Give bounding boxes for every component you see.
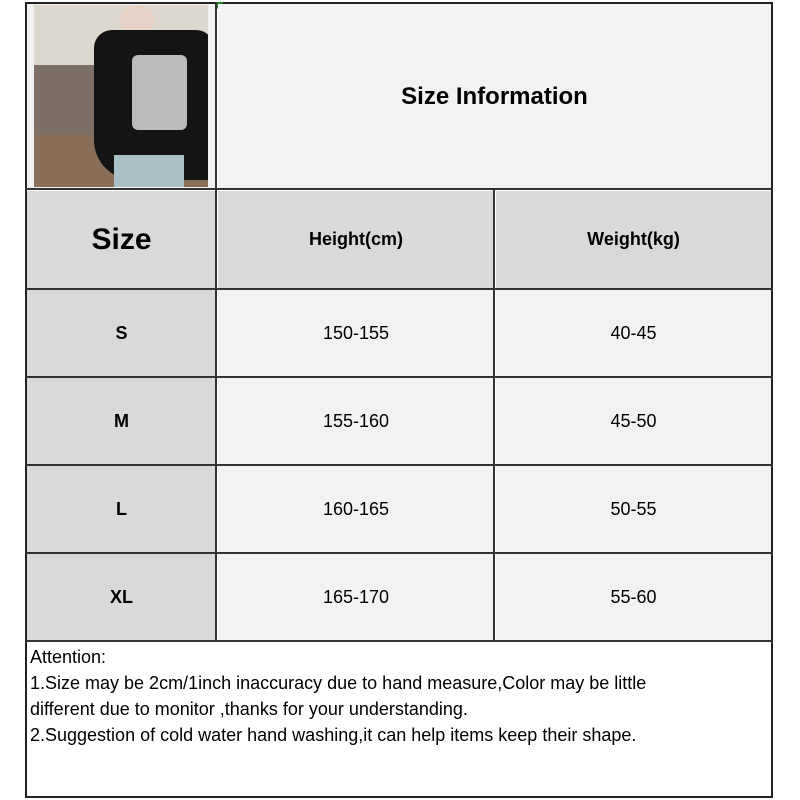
note-1: 1.Size may be 2cm/1inch inaccuracy due t… — [30, 673, 647, 693]
size-cell: M — [27, 378, 216, 464]
divider — [215, 2, 217, 641]
weight-cell: 45-50 — [496, 378, 771, 464]
weight-cell: 40-45 — [496, 290, 771, 376]
attention-notes: Attention: 1.Size may be 2cm/1inch inacc… — [30, 644, 646, 748]
weight-cell: 55-60 — [496, 554, 771, 640]
chart-title: Size Information — [218, 4, 771, 189]
divider — [25, 640, 773, 642]
height-cell: 165-170 — [218, 554, 494, 640]
header-height: Height(cm) — [218, 191, 494, 288]
header-weight: Weight(kg) — [496, 191, 771, 288]
notes-heading: Attention: — [30, 647, 107, 667]
size-cell: S — [27, 290, 216, 376]
note-2: 2.Suggestion of cold water hand washing,… — [30, 725, 637, 745]
divider — [25, 464, 773, 466]
product-photo — [34, 5, 208, 187]
note-1-continued: different due to monitor ,thanks for you… — [30, 699, 468, 719]
size-cell: XL — [27, 554, 216, 640]
divider — [25, 376, 773, 378]
divider — [25, 552, 773, 554]
weight-cell: 50-55 — [496, 466, 771, 552]
divider — [25, 188, 773, 190]
size-cell: L — [27, 466, 216, 552]
height-cell: 155-160 — [218, 378, 494, 464]
divider — [25, 288, 773, 290]
height-cell: 160-165 — [218, 466, 494, 552]
divider — [493, 189, 495, 641]
height-cell: 150-155 — [218, 290, 494, 376]
header-size: Size — [27, 191, 216, 288]
